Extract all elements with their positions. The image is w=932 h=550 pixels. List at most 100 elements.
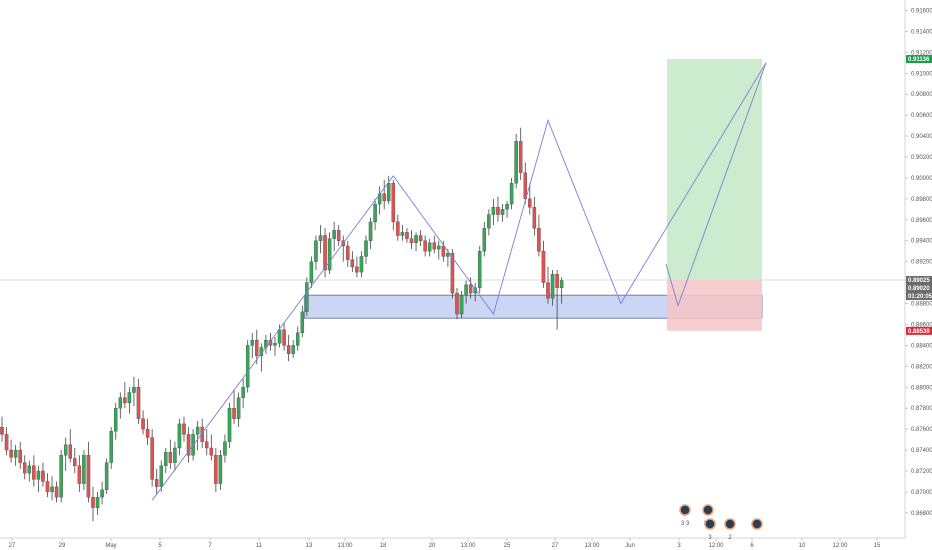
y-tick-label: 0.87200 — [911, 469, 932, 475]
candle-down — [41, 470, 45, 482]
candle-down — [528, 198, 532, 208]
candle-down — [541, 251, 546, 283]
candle-up — [59, 455, 63, 498]
candle-down — [136, 387, 141, 419]
x-tick-label: 27 — [9, 543, 16, 549]
candle-up — [50, 486, 54, 493]
candle-up — [273, 343, 277, 346]
candle-up — [459, 295, 464, 315]
candle-down — [86, 455, 91, 498]
y-tick-label: 0.87800 — [911, 406, 932, 412]
x-tick-label: 3 — [677, 543, 681, 549]
candle-down — [282, 329, 286, 346]
x-tick-label: 12:00 — [832, 543, 848, 549]
candle-down — [323, 235, 327, 271]
candle-up — [195, 426, 200, 435]
candle-up — [245, 345, 250, 388]
x-tick-label: Jun — [625, 543, 635, 549]
candle-up — [236, 397, 241, 419]
x-tick-label: 13:00 — [584, 543, 600, 549]
y-tick-label: 0.88800 — [911, 302, 932, 308]
candle-down — [9, 449, 13, 458]
candle-up — [227, 408, 232, 442]
candle-down — [154, 479, 159, 487]
candle-up — [95, 497, 100, 508]
candle-up — [491, 207, 496, 215]
event-marker-icon[interactable] — [704, 518, 716, 530]
candle-down — [168, 452, 173, 463]
candle-down — [150, 437, 154, 480]
candle-down — [409, 238, 414, 243]
candle-down — [0, 426, 4, 435]
y-tick-label: 0.88600 — [911, 322, 932, 328]
candle-up — [414, 235, 418, 243]
candle-down — [182, 423, 186, 435]
x-tick-label: 10 — [799, 543, 806, 549]
countdown-tag — [906, 291, 932, 300]
candle-down — [232, 408, 236, 419]
candle-down — [209, 447, 214, 456]
projection-line[interactable] — [665, 263, 679, 306]
candle-up — [177, 423, 182, 449]
x-tick-label: 7 — [208, 543, 212, 549]
stop-loss-zone[interactable] — [667, 279, 762, 331]
y-tick-label: 0.87000 — [911, 490, 932, 496]
candle-up — [223, 441, 227, 456]
x-tick-label: May — [105, 543, 116, 549]
candle-up — [314, 240, 318, 262]
candle-up — [437, 245, 441, 250]
candle-up — [305, 282, 309, 313]
projection-line[interactable] — [677, 62, 767, 306]
candle-up — [368, 221, 373, 241]
x-tick-label: 20 — [429, 543, 436, 549]
y-tick-label: 0.88400 — [911, 343, 932, 349]
candle-up — [509, 183, 514, 205]
x-tick-label: 13:00 — [337, 543, 353, 549]
candle-up — [159, 465, 163, 487]
candle-up — [127, 392, 132, 404]
pattern-lines — [151, 62, 767, 501]
event-marker-icon[interactable] — [724, 518, 736, 530]
candle-up — [132, 387, 136, 393]
candle-up — [373, 203, 377, 223]
candle-up — [550, 274, 555, 299]
candle-up — [100, 489, 104, 498]
pattern-line[interactable] — [151, 62, 767, 501]
candle-down — [441, 245, 446, 257]
bid-price-tag-label: 0.89020 — [908, 286, 930, 292]
candle-up — [464, 284, 468, 296]
candle-down — [537, 228, 541, 252]
candle-up — [13, 449, 18, 458]
event-markers[interactable]: 3 33 632 — [679, 504, 763, 541]
event-marker-icon[interactable] — [702, 504, 714, 516]
event-marker-icon[interactable] — [751, 518, 763, 530]
stop-loss-tag — [906, 326, 932, 335]
candle-up — [359, 256, 364, 273]
candle-up — [514, 141, 518, 184]
y-tick-label: 0.89800 — [911, 197, 932, 203]
candle-up — [487, 214, 491, 229]
candle-down — [346, 245, 350, 260]
candle-up — [218, 455, 223, 484]
candle-up — [332, 230, 336, 239]
candle-up — [427, 242, 432, 252]
candle-down — [73, 458, 77, 466]
candle-down — [45, 481, 50, 493]
candle-down — [355, 266, 359, 273]
y-tick-label: 0.87600 — [911, 427, 932, 433]
candle-down — [91, 497, 95, 508]
candle-down — [450, 253, 455, 294]
candle-down — [518, 141, 523, 173]
event-marker-icon[interactable] — [679, 504, 691, 516]
y-tick-label: 0.91600 — [911, 8, 932, 14]
take-profit-zone[interactable] — [667, 59, 762, 280]
y-tick-label: 0.90000 — [911, 176, 932, 182]
candle-up — [364, 240, 368, 257]
candle-down — [186, 434, 191, 456]
candle-up — [291, 345, 295, 354]
candle-up — [318, 235, 323, 241]
candle-up — [36, 470, 41, 480]
x-tick-label: 13 — [306, 543, 313, 549]
candle-up — [477, 251, 482, 288]
